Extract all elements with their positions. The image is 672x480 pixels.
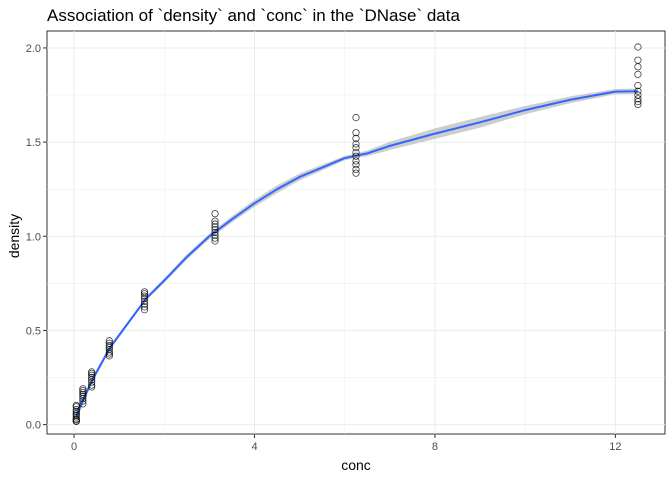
y-tick-label: 0.0 <box>26 420 41 432</box>
data-point <box>140 303 149 311</box>
data-point <box>634 43 642 51</box>
x-tick-label: 8 <box>432 441 438 453</box>
data-point <box>88 383 96 391</box>
data-point <box>634 91 642 99</box>
data-point <box>211 223 219 231</box>
data-point <box>88 373 96 382</box>
data-point <box>352 140 360 148</box>
data-point <box>352 157 360 165</box>
data-point <box>211 220 219 228</box>
data-point <box>140 297 149 305</box>
data-point <box>88 371 96 379</box>
data-point <box>211 217 219 225</box>
data-point <box>105 337 113 345</box>
data-point <box>352 152 360 160</box>
plot-panel <box>46 30 666 435</box>
data-point <box>352 169 360 177</box>
data-point <box>634 82 642 90</box>
data-point <box>634 56 642 64</box>
data-point <box>79 390 87 399</box>
data-point <box>88 381 96 389</box>
axes: 0 4 8 12 0.0 0.5 1.0 1.5 2.0 <box>26 43 622 453</box>
data-point <box>72 410 80 418</box>
data-point <box>140 306 149 314</box>
data-point <box>211 231 219 239</box>
data-point <box>105 341 113 350</box>
data-point <box>72 415 80 423</box>
grid-lines <box>47 31 665 434</box>
y-tick-label: 1.5 <box>26 137 41 149</box>
data-point <box>634 70 642 78</box>
data-point <box>105 339 113 347</box>
y-tick-label: 0.5 <box>26 325 41 337</box>
data-point <box>634 95 642 103</box>
data-point <box>211 234 219 242</box>
data-point <box>352 161 360 169</box>
data-point <box>211 228 219 237</box>
data-point <box>634 87 642 95</box>
y-axis-label: density <box>6 214 22 258</box>
data-point <box>140 288 149 296</box>
x-tick-label: 12 <box>609 441 621 453</box>
data-points <box>72 43 642 425</box>
data-point <box>352 148 360 157</box>
data-point <box>79 387 87 395</box>
chart-title: Association of `density` and `conc` in t… <box>47 6 460 25</box>
data-point <box>634 100 642 109</box>
data-point <box>352 114 360 122</box>
smooth-curve <box>75 90 638 417</box>
x-tick-label: 0 <box>71 441 77 453</box>
data-point <box>211 226 219 234</box>
data-point <box>140 290 149 298</box>
data-point <box>88 368 96 376</box>
data-point <box>79 388 87 397</box>
data-point <box>140 300 149 308</box>
x-tick-label: 4 <box>251 441 257 453</box>
data-point <box>79 392 87 400</box>
smooth-line <box>75 90 638 417</box>
data-point <box>79 385 87 393</box>
data-point <box>352 165 360 174</box>
data-point <box>140 292 149 300</box>
data-point <box>211 210 219 218</box>
data-point <box>79 400 87 408</box>
data-point <box>352 134 360 142</box>
data-point <box>72 401 80 409</box>
data-point <box>72 413 80 421</box>
x-axis-label: conc <box>341 457 371 473</box>
y-tick-label: 1.0 <box>26 231 41 243</box>
data-point <box>352 129 360 137</box>
y-tick-label: 2.0 <box>26 43 41 55</box>
data-point <box>352 144 360 152</box>
data-point <box>72 405 80 414</box>
data-point <box>211 237 219 245</box>
data-point <box>88 378 96 386</box>
